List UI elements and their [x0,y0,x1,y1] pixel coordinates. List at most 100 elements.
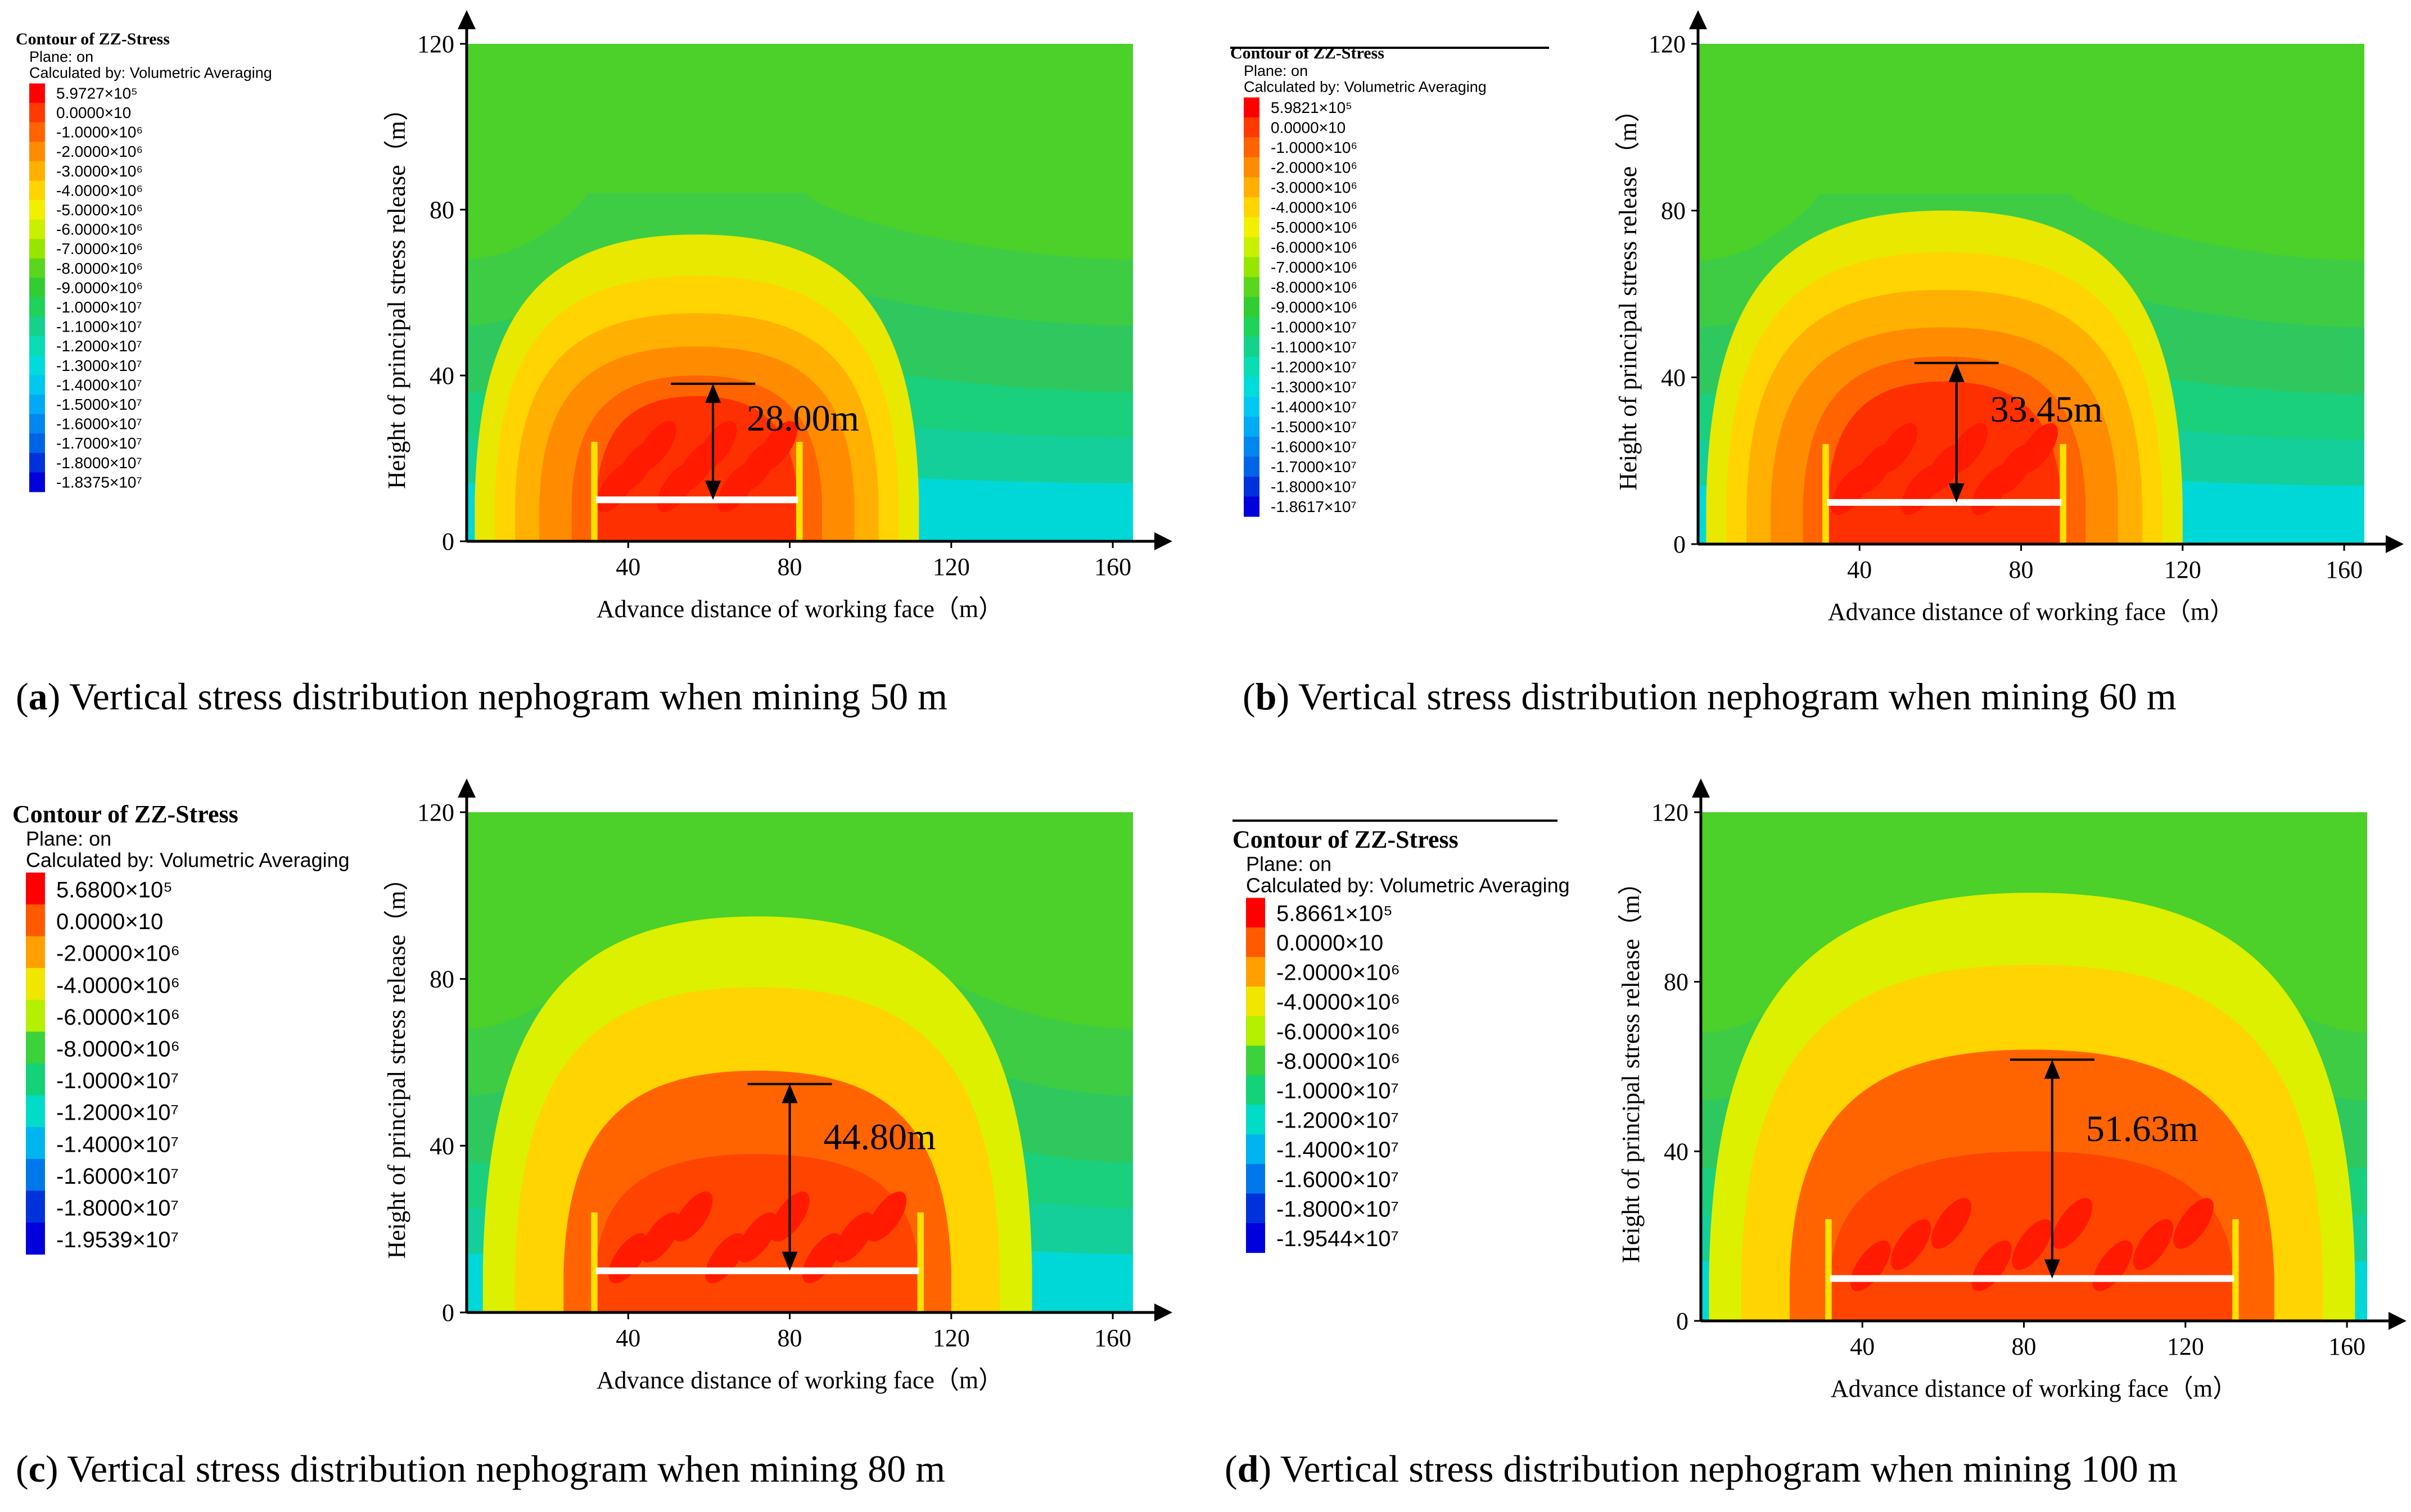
x-axis-title: Advance distance of working face（m） [1831,1375,2237,1402]
red-core-blob [866,1191,907,1242]
legend-entry-label: -4.0000×10⁶ [56,973,180,998]
legend-entry-label: -1.0000×10⁷ [56,1069,179,1093]
legend-swatch [1246,1016,1265,1046]
caption-letter: b [1256,675,1277,718]
arrow-head-top [1948,363,1965,382]
legend-entry-label: -1.4000×10⁷ [56,1132,179,1157]
legend-swatch [1244,137,1259,158]
legend-entry-label: -1.9539×10⁷ [56,1228,179,1252]
legend-swatch [1246,1075,1265,1106]
legend-swatch [29,316,45,337]
x-tick-label: 80 [778,1324,802,1352]
legend-swatch [29,297,45,318]
red-core-blob [834,1212,874,1263]
legend-swatch [1246,927,1265,958]
legend-entry-label: -4.0000×10⁶ [1276,990,1400,1015]
legend-entry-label: 5.8661×10⁵ [1276,901,1393,926]
red-core-blob [1877,423,1918,473]
legend-entry-label: -1.6000×10⁷ [1276,1167,1399,1192]
legend-swatch [26,872,45,905]
legend-swatch [1246,1164,1265,1194]
x-tick-label: 120 [933,553,970,581]
y-tick-label: 40 [430,362,454,390]
legend-entry-label: -1.5000×10⁷ [56,396,142,413]
legend-swatch [1244,417,1259,437]
legend-entry-label: -7.0000×10⁶ [56,240,143,257]
red-core-blob [1890,1219,1931,1270]
legend-entry-label: -1.2000×10⁷ [1271,359,1357,376]
legend-entry-label: -1.8000×10⁷ [56,454,142,472]
panel-caption: (c) Vertical stress distribution nephogr… [16,1447,945,1490]
x-axis-arrow [1154,532,1172,550]
arrow-head-top [782,1084,798,1103]
caption-letter: d [1238,1447,1259,1490]
legend-entry-label: -4.0000×10⁶ [56,182,143,199]
legend-swatch [29,355,45,375]
arrow-head-top [2044,1060,2060,1079]
legend-swatch [26,1158,45,1191]
legend-calculated: Calculated by: Volumetric Averaging [1244,78,1487,95]
legend-title: Contour of ZZ-Stress [1230,44,1384,62]
x-tick-label: 80 [2009,556,2034,583]
legend-swatch [29,103,45,123]
legend-swatch [1246,1045,1265,1076]
legend-swatch [29,433,45,454]
goaf-edge-right [917,1212,924,1312]
legend-swatch [1244,97,1259,118]
legend-entry-label: -3.0000×10⁶ [1271,179,1357,196]
x-tick-label: 120 [933,1324,970,1352]
legend-entry-label: -1.8000×10⁷ [1276,1197,1399,1221]
legend-swatch [1246,986,1265,1017]
x-tick-label: 120 [2167,1333,2204,1360]
x-axis-title: Advance distance of working face（m） [1828,598,2234,626]
legend-swatch [29,239,45,259]
legend-entry-label: -1.6000×10⁷ [1271,438,1357,456]
legend-entry-label: 5.6800×10⁵ [56,878,173,903]
legend-entry-label: -5.0000×10⁶ [56,201,143,219]
x-axis-arrow [2389,1312,2407,1330]
legend-swatch [29,414,45,434]
y-axis-title: Height of principal stress release（m） [383,96,410,489]
legend-swatch [26,1031,45,1064]
legend-entry-label: 5.9821×10⁵ [1271,99,1352,116]
legend-entry-label: -3.0000×10⁶ [56,162,143,180]
legend-swatch [1244,377,1259,397]
arrow-head-top [705,383,721,403]
plot-area-c [467,812,1133,1312]
legend-swatch [1246,957,1265,987]
release-height-arrow: 51.63m [2010,1058,2198,1279]
legend-entry-label: -1.7000×10⁷ [1271,458,1357,476]
caption-paren-open: ( [16,675,29,718]
legend-swatch [26,1063,45,1096]
y-tick-label: 40 [1661,364,1686,391]
legend-swatch [1246,1193,1265,1224]
legend-entry-label: -7.0000×10⁶ [1271,259,1357,276]
goaf-edge-left [1825,1219,1832,1321]
legend-swatch [1246,1104,1265,1135]
legend-swatch [1244,316,1259,337]
panel-caption: (d) Vertical stress distribution nephogr… [1225,1447,2178,1490]
legend-entry-label: 5.9727×10⁵ [56,84,138,102]
arrow-head-bottom [1948,483,1965,503]
release-height-arrow: 28.00m [671,382,859,500]
goaf-edge-right [2232,1219,2239,1321]
x-tick-label: 40 [616,1324,640,1352]
legend-entry-label: -8.0000×10⁶ [56,260,143,277]
red-core-blob [757,421,798,471]
legend-entry-label: -2.0000×10⁶ [1276,961,1400,985]
caption-paren-open: ( [1225,1447,1238,1490]
legend-entry-label: 0.0000×10 [1276,931,1383,956]
legend-entry-label: -1.2000×10⁷ [1276,1108,1399,1133]
legend-swatch [1244,396,1259,417]
legend-entry-label: -9.0000×10⁶ [56,279,143,296]
y-tick-label: 0 [1673,531,1686,558]
legend-entry-label: -4.0000×10⁶ [1271,199,1357,216]
legend-entry-label: -1.5000×10⁷ [1271,418,1357,436]
y-tick-label: 0 [442,528,454,555]
red-core-blob [636,421,676,471]
plot-area-d [1701,812,2367,1321]
y-tick-label: 80 [430,196,454,224]
legend-entry-label: -1.8375×10⁷ [56,473,142,491]
